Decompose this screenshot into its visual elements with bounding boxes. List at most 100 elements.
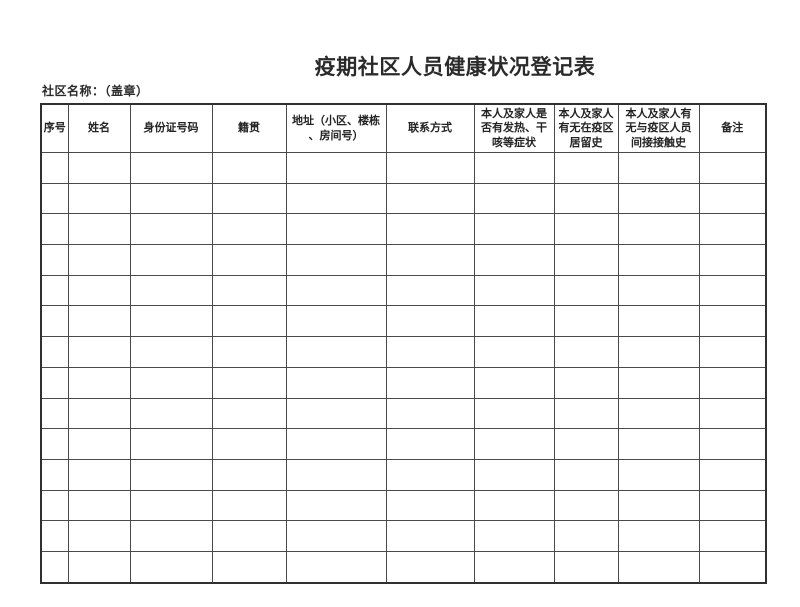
cell-serial-number	[40, 428, 69, 460]
column-header-fever-cough-symptoms: 本人及家人是 否有发热、干 咳等症状	[473, 103, 555, 153]
table-row	[40, 244, 767, 276]
table-row	[40, 428, 767, 460]
cell-fever-cough-symptoms	[473, 520, 555, 552]
cell-contact-method	[385, 152, 475, 184]
cell-serial-number	[40, 305, 69, 338]
cell-serial-number	[40, 182, 69, 215]
cell-epidemic-area-residence-history	[553, 428, 619, 460]
cell-remarks	[698, 550, 767, 584]
column-header-address: 地址（小区、楼栋 、房间号）	[285, 103, 387, 153]
cell-indirect-contact-history	[617, 305, 700, 338]
cell-address	[285, 458, 387, 491]
cell-serial-number	[40, 397, 69, 430]
cell-contact-method	[385, 213, 475, 246]
cell-fever-cough-symptoms	[473, 489, 555, 522]
cell-fever-cough-symptoms	[473, 305, 555, 338]
cell-id-card-number	[129, 489, 213, 522]
cell-indirect-contact-history	[617, 428, 700, 460]
cell-fever-cough-symptoms	[473, 366, 555, 399]
cell-id-card-number	[129, 366, 213, 399]
cell-fever-cough-symptoms	[473, 152, 555, 184]
cell-remarks	[698, 520, 767, 552]
column-header-indirect-contact-history: 本人及家人有 无与疫区人员 间接接触史	[617, 103, 700, 153]
cell-native-place	[211, 305, 287, 338]
column-header-epidemic-area-residence-history: 本人及家人 有无在疫区 居留史	[553, 103, 619, 153]
cell-contact-method	[385, 489, 475, 522]
cell-serial-number	[40, 458, 69, 491]
cell-contact-method	[385, 520, 475, 552]
community-name-label: 社区名称：（盖章）	[42, 84, 149, 98]
cell-epidemic-area-residence-history	[553, 336, 619, 368]
cell-native-place	[211, 428, 287, 460]
cell-name	[67, 213, 131, 246]
cell-native-place	[211, 489, 287, 522]
cell-contact-method	[385, 274, 475, 307]
cell-name	[67, 152, 131, 184]
cell-serial-number	[40, 244, 69, 276]
cell-address	[285, 213, 387, 246]
cell-serial-number	[40, 489, 69, 522]
cell-contact-method	[385, 428, 475, 460]
cell-id-card-number	[129, 152, 213, 184]
cell-epidemic-area-residence-history	[553, 366, 619, 399]
cell-contact-method	[385, 305, 475, 338]
cell-contact-method	[385, 366, 475, 399]
cell-address	[285, 397, 387, 430]
cell-indirect-contact-history	[617, 213, 700, 246]
cell-indirect-contact-history	[617, 550, 700, 584]
cell-epidemic-area-residence-history	[553, 397, 619, 430]
cell-address	[285, 336, 387, 368]
cell-address	[285, 244, 387, 276]
cell-fever-cough-symptoms	[473, 213, 555, 246]
cell-indirect-contact-history	[617, 489, 700, 522]
cell-native-place	[211, 213, 287, 246]
cell-native-place	[211, 397, 287, 430]
cell-contact-method	[385, 244, 475, 276]
cell-address	[285, 428, 387, 460]
cell-name	[67, 274, 131, 307]
cell-epidemic-area-residence-history	[553, 489, 619, 522]
column-header-contact-method: 联系方式	[385, 103, 475, 153]
cell-remarks	[698, 305, 767, 338]
cell-serial-number	[40, 550, 69, 584]
cell-contact-method	[385, 458, 475, 491]
cell-serial-number	[40, 274, 69, 307]
cell-epidemic-area-residence-history	[553, 520, 619, 552]
cell-contact-method	[385, 397, 475, 430]
cell-indirect-contact-history	[617, 182, 700, 215]
cell-native-place	[211, 520, 287, 552]
cell-contact-method	[385, 182, 475, 215]
cell-fever-cough-symptoms	[473, 336, 555, 368]
cell-id-card-number	[129, 182, 213, 215]
cell-remarks	[698, 397, 767, 430]
cell-native-place	[211, 274, 287, 307]
column-header-id-card-number: 身份证号码	[129, 103, 213, 153]
table-row	[40, 336, 767, 368]
table-row	[40, 152, 767, 184]
cell-name	[67, 458, 131, 491]
cell-epidemic-area-residence-history	[553, 458, 619, 491]
cell-remarks	[698, 213, 767, 246]
cell-serial-number	[40, 213, 69, 246]
cell-epidemic-area-residence-history	[553, 152, 619, 184]
table-header-row: 序号 姓名 身份证号码 籍贯 地址（小区、楼栋 、房间号） 联系方式 本人及家人是 否有发热…	[40, 103, 767, 153]
cell-fever-cough-symptoms	[473, 182, 555, 215]
cell-address	[285, 520, 387, 552]
cell-native-place	[211, 550, 287, 584]
cell-name	[67, 336, 131, 368]
column-header-native-place: 籍贯	[211, 103, 287, 153]
cell-name	[67, 428, 131, 460]
cell-remarks	[698, 182, 767, 215]
cell-address	[285, 274, 387, 307]
cell-address	[285, 152, 387, 184]
table-row	[40, 274, 767, 307]
cell-id-card-number	[129, 397, 213, 430]
cell-native-place	[211, 366, 287, 399]
cell-id-card-number	[129, 213, 213, 246]
cell-native-place	[211, 182, 287, 215]
cell-address	[285, 305, 387, 338]
cell-epidemic-area-residence-history	[553, 274, 619, 307]
column-header-remarks: 备注	[698, 103, 767, 153]
cell-native-place	[211, 336, 287, 368]
